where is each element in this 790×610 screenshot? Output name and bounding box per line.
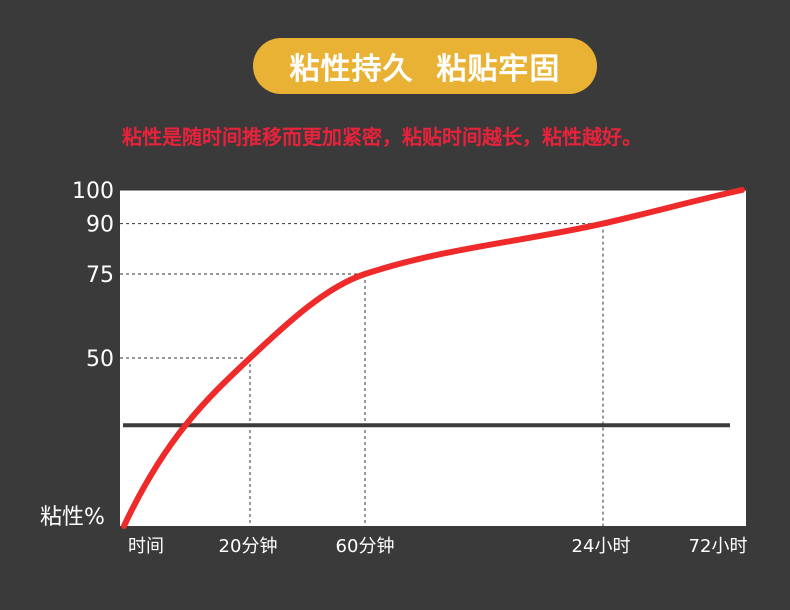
x-tick-label-1: 20分钟 xyxy=(219,536,278,557)
plot-area xyxy=(120,190,746,526)
y-tick-label-3: 50 xyxy=(86,347,114,372)
subtitle-text: 粘性是随时间推移而更加紧密，粘贴时间越长，粘性越好。 xyxy=(122,125,642,149)
x-tick-label-2: 60分钟 xyxy=(336,536,395,557)
x-tick-label-4: 72小时 xyxy=(689,536,748,557)
series-curve xyxy=(121,187,745,529)
title-badge: 粘性持久 粘贴牢固 xyxy=(253,38,597,94)
y-axis-label: 粘性% xyxy=(40,505,105,530)
x-tick-labels: 时间 20分钟 60分钟 24小时 72小时 xyxy=(128,536,747,557)
y-tick-label-0: 100 xyxy=(72,179,114,204)
y-tick-label-1: 90 xyxy=(86,213,114,238)
marker-guides xyxy=(120,189,746,526)
y-tick-label-2: 75 xyxy=(86,263,114,288)
y-tick-labels: 100 90 75 50 xyxy=(72,179,114,372)
x-tick-label-0: 时间 xyxy=(128,536,164,557)
x-tick-label-3: 24小时 xyxy=(572,536,631,557)
